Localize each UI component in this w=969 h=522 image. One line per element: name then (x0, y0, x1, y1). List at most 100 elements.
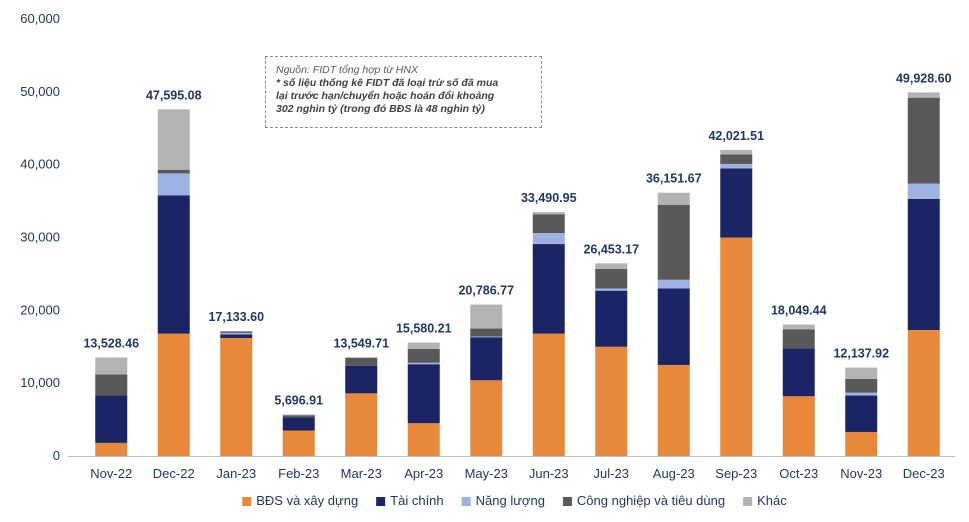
bar-segment (157, 173, 190, 196)
bar-segment (407, 423, 440, 456)
legend-label: Tài chính (390, 493, 443, 508)
x-axis: Nov-22 Dec-22 Jan-23 Feb-23 Mar-23 Apr-23 May-… (90, 466, 944, 481)
total-data-label: 13,549.71 (333, 336, 389, 350)
x-tick-label: Oct-23 (779, 466, 818, 481)
bar-segment (845, 395, 878, 432)
note-source: Nguồn: FIDT tổng hợp từ HNX (276, 64, 418, 76)
x-tick-label: Aug-23 (653, 466, 695, 481)
bar-segment (657, 192, 690, 205)
bar-segment (282, 417, 315, 431)
bar-segment (720, 163, 753, 169)
x-tick-label: Nov-23 (840, 466, 882, 481)
bar-segment (157, 195, 190, 334)
source-note: Nguồn: FIDT tổng hợp từ HNX * số liệu th… (265, 56, 542, 128)
bar-segment (220, 332, 253, 335)
x-tick-label: Apr-23 (404, 466, 443, 481)
y-tick-label: 10,000 (20, 375, 60, 390)
total-data-label: 36,151.67 (646, 172, 702, 186)
bar-segment (157, 169, 190, 174)
bar-segment (95, 442, 128, 456)
bar-segment (907, 329, 940, 456)
bar-segment (470, 328, 503, 337)
bar-segment (532, 333, 565, 456)
bar-segment (95, 357, 128, 375)
total-data-label: 15,580.21 (396, 322, 452, 336)
legend-label: Năng lượng (476, 493, 545, 508)
legend-swatch (242, 497, 252, 506)
total-data-label: 5,696.91 (274, 394, 323, 408)
note-line-1: * số liệu thống kê FIDT đã loại trừ số đ… (276, 77, 499, 89)
y-tick-label: 50,000 (20, 84, 60, 99)
bar-segment (657, 279, 690, 289)
legend: BĐS và xây dựng Tài chính Năng lượng Công n… (242, 493, 787, 508)
y-tick-label: 30,000 (20, 230, 60, 245)
legend-item: Tài chính (376, 493, 444, 508)
x-tick-label: Nov-22 (90, 466, 132, 481)
bar-segment (470, 336, 503, 338)
y-tick-label: 40,000 (20, 157, 60, 172)
bar-segment (595, 263, 628, 269)
total-data-label: 12,137.92 (833, 347, 889, 361)
legend-swatch (376, 497, 386, 506)
total-data-label: 47,595.08 (146, 88, 202, 102)
bar-segment (220, 331, 253, 333)
bar-segment (345, 357, 378, 366)
y-tick-label: 20,000 (20, 302, 60, 317)
bar-segment (282, 415, 315, 418)
bar-segment (720, 168, 753, 238)
bar-segment (595, 346, 628, 456)
legend-swatch (743, 497, 753, 506)
bar-segment (220, 338, 253, 456)
bar-segment (720, 149, 753, 155)
x-tick-label: Mar-23 (341, 466, 382, 481)
note-line-3: 302 nghìn tỷ (trong đó BĐS là 48 nghìn t… (276, 103, 485, 115)
bar-segment (657, 364, 690, 456)
bar-segment (595, 288, 628, 291)
bar-segment (782, 348, 815, 397)
total-data-label: 49,928.60 (896, 71, 952, 85)
bar-segment (907, 183, 940, 199)
x-tick-label: Jul-23 (594, 466, 629, 481)
bar-series (95, 92, 940, 456)
x-tick-label: Dec-23 (903, 466, 945, 481)
total-labels: 13,528.46 47,595.08 17,133.60 5,696.91 13,54… (83, 71, 951, 407)
bar-segment (782, 329, 815, 349)
bar-segment (907, 97, 940, 184)
bar-segment (282, 414, 315, 416)
x-tick-label: Jun-23 (529, 466, 569, 481)
bar-segment (595, 290, 628, 347)
bar-segment (657, 288, 690, 365)
total-data-label: 13,528.46 (83, 336, 139, 350)
y-tick-label: 60,000 (20, 11, 60, 26)
bar-segment (470, 304, 503, 329)
bar-segment (157, 333, 190, 456)
y-tick-label: 0 (53, 448, 60, 463)
bar-segment (657, 204, 690, 280)
bar-segment (95, 374, 128, 396)
total-data-label: 20,786.77 (458, 284, 514, 298)
bar-segment (345, 393, 378, 456)
total-data-label: 33,490.95 (521, 191, 577, 205)
x-tick-label: May-23 (465, 466, 508, 481)
legend-label: Công nghiệp và tiêu dùng (577, 493, 725, 508)
legend-item: Khác (743, 493, 787, 508)
legend-label: BĐS và xây dựng (256, 493, 358, 508)
x-tick-label: Sep-23 (715, 466, 757, 481)
bar-segment (532, 212, 565, 215)
total-data-label: 18,049.44 (771, 304, 827, 318)
x-tick-label: Jan-23 (216, 466, 256, 481)
x-tick-label: Dec-22 (153, 466, 195, 481)
bar-segment (532, 233, 565, 245)
total-data-label: 17,133.60 (208, 310, 264, 324)
legend-swatch (562, 497, 572, 506)
x-tick-label: Feb-23 (278, 466, 319, 481)
bar-segment (720, 154, 753, 164)
bar-segment (95, 395, 128, 443)
bar-segment (470, 337, 503, 381)
legend-item: BĐS và xây dựng (242, 493, 358, 508)
bar-segment (407, 364, 440, 424)
bar-segment (407, 348, 440, 363)
bar-segment (845, 378, 878, 393)
bar-segment (845, 431, 878, 456)
